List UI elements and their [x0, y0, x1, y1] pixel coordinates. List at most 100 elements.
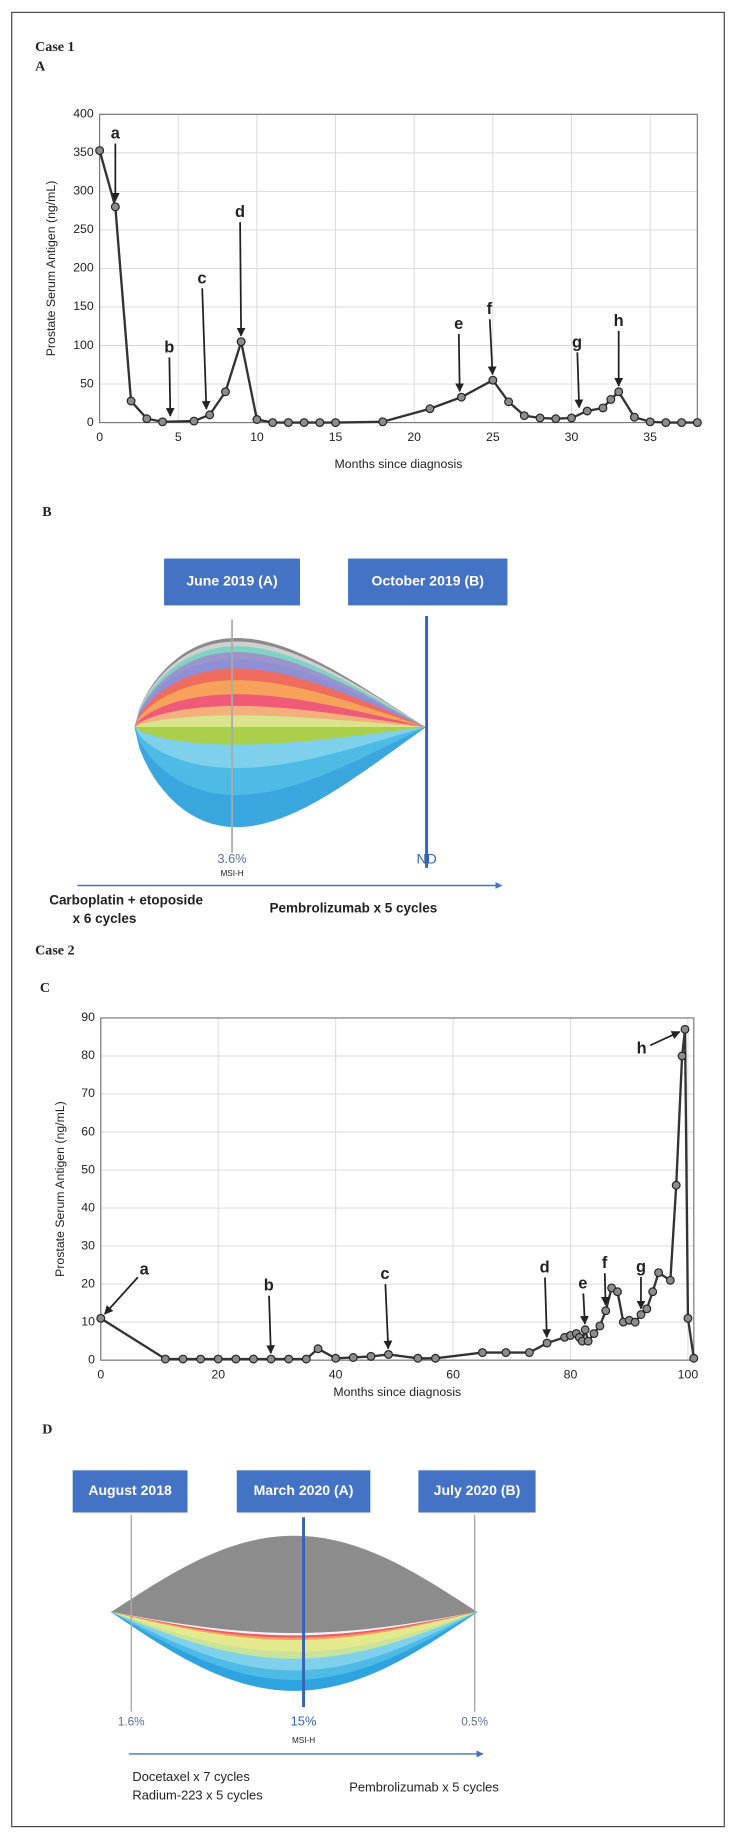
annotation-label: e: [454, 315, 463, 333]
data-point: [126, 396, 136, 406]
panel-label: B: [42, 504, 51, 520]
annotation-label: a: [111, 124, 121, 142]
annotation-label: g: [572, 333, 582, 351]
y-tick-label: 50: [80, 376, 94, 390]
data-point: [614, 387, 624, 397]
x-tick-label: 5: [175, 430, 182, 444]
y-axis-title: Prostate Serum Antigen (ng/mL): [53, 1101, 67, 1277]
data-point: [315, 418, 325, 428]
annotation-arrow: [600, 1273, 610, 1306]
x-tick-label: 100: [678, 1368, 699, 1382]
data-point: [677, 418, 687, 428]
data-point: [630, 1317, 640, 1327]
x-tick-label: 15: [329, 430, 343, 444]
y-tick-label: 0: [87, 415, 94, 429]
x-tick-label: 80: [564, 1368, 578, 1382]
x-tick-label: 10: [250, 430, 264, 444]
annotation-arrow: [383, 1284, 393, 1350]
data-point: [431, 1353, 440, 1363]
fraction-label: ND: [416, 850, 436, 866]
panel-label: C: [40, 980, 50, 996]
clone-band: [110, 1535, 478, 1634]
x-tick-label: 30: [565, 430, 579, 444]
data-point: [231, 1354, 241, 1364]
annotation-arrow: [201, 288, 211, 410]
y-tick-label: 100: [73, 338, 94, 352]
annotation-arrow: [487, 319, 497, 376]
annotation-arrow: [455, 333, 464, 393]
x-tick-label: 0: [96, 430, 103, 444]
data-point: [378, 417, 388, 427]
date-label: March 2020 (A): [254, 1482, 354, 1498]
plot-frame: [99, 113, 698, 424]
annotation-arrow: [236, 222, 246, 337]
plot-frame: [100, 1017, 695, 1361]
panel-label: D: [42, 1422, 52, 1438]
data-point: [589, 1329, 599, 1338]
data-point: [524, 1348, 534, 1358]
data-point: [542, 1338, 552, 1348]
data-point: [477, 1348, 487, 1358]
date-box: [236, 1470, 371, 1513]
annotation-label: a: [140, 1261, 150, 1279]
date-label: October 2019 (B): [372, 573, 484, 589]
data-point: [689, 1353, 699, 1363]
y-axis-title: Prostate Serum Antigen (ng/mL): [44, 181, 58, 357]
annotation-arrow: [580, 1293, 589, 1325]
data-point: [671, 1180, 681, 1190]
clone-band: [111, 1611, 478, 1691]
annotation-arrow: [542, 1277, 551, 1339]
data-point: [299, 418, 309, 428]
data-point: [331, 1353, 341, 1363]
msi-label: MSI-H: [220, 869, 243, 878]
y-tick-label: 200: [73, 261, 94, 275]
data-point: [501, 1348, 511, 1358]
panel-label: A: [35, 59, 46, 75]
data-point: [95, 146, 105, 156]
x-tick-label: 20: [211, 1368, 225, 1382]
annotation-label: b: [164, 338, 174, 356]
y-tick-label: 150: [73, 299, 94, 313]
annotation-label: f: [602, 1254, 608, 1272]
data-point: [425, 404, 435, 414]
data-point: [252, 415, 262, 424]
data-point: [583, 1336, 593, 1346]
data-point: [348, 1353, 358, 1362]
data-point: [213, 1354, 223, 1364]
data-point: [654, 1268, 664, 1278]
data-point: [413, 1353, 423, 1363]
y-tick-label: 50: [81, 1162, 95, 1176]
y-tick-label: 250: [73, 222, 94, 236]
msi-label: MSI-H: [292, 1736, 315, 1745]
data-point: [645, 417, 655, 427]
data-point: [683, 1313, 693, 1323]
y-tick-label: 60: [81, 1124, 95, 1138]
y-tick-label: 20: [81, 1276, 95, 1290]
data-point: [601, 1306, 611, 1316]
x-tick-label: 20: [407, 430, 421, 444]
data-point: [236, 337, 246, 347]
y-tick-label: 90: [81, 1010, 95, 1024]
data-point: [488, 375, 498, 385]
data-point: [301, 1354, 311, 1364]
x-axis-title: Months since diagnosis: [335, 457, 463, 471]
data-point: [551, 414, 561, 424]
date-box: [348, 558, 508, 606]
data-point: [598, 403, 608, 413]
data-point: [535, 413, 545, 423]
data-point: [665, 1275, 675, 1285]
data-point: [384, 1350, 393, 1359]
therapy-label: Pembrolizumab x 5 cycles: [270, 901, 438, 916]
annotation-arrow: [165, 357, 175, 417]
y-tick-label: 80: [81, 1048, 95, 1062]
data-point: [629, 412, 639, 422]
data-point: [110, 202, 120, 212]
annotation-label: e: [578, 1274, 587, 1292]
annotation-arrow: [574, 352, 584, 409]
fraction-label: 15%: [291, 1714, 317, 1729]
annotation-label: d: [540, 1258, 550, 1276]
data-point: [567, 413, 576, 423]
fraction-label: 1.6%: [118, 1715, 145, 1728]
data-point: [248, 1354, 258, 1364]
data-point: [158, 417, 167, 427]
